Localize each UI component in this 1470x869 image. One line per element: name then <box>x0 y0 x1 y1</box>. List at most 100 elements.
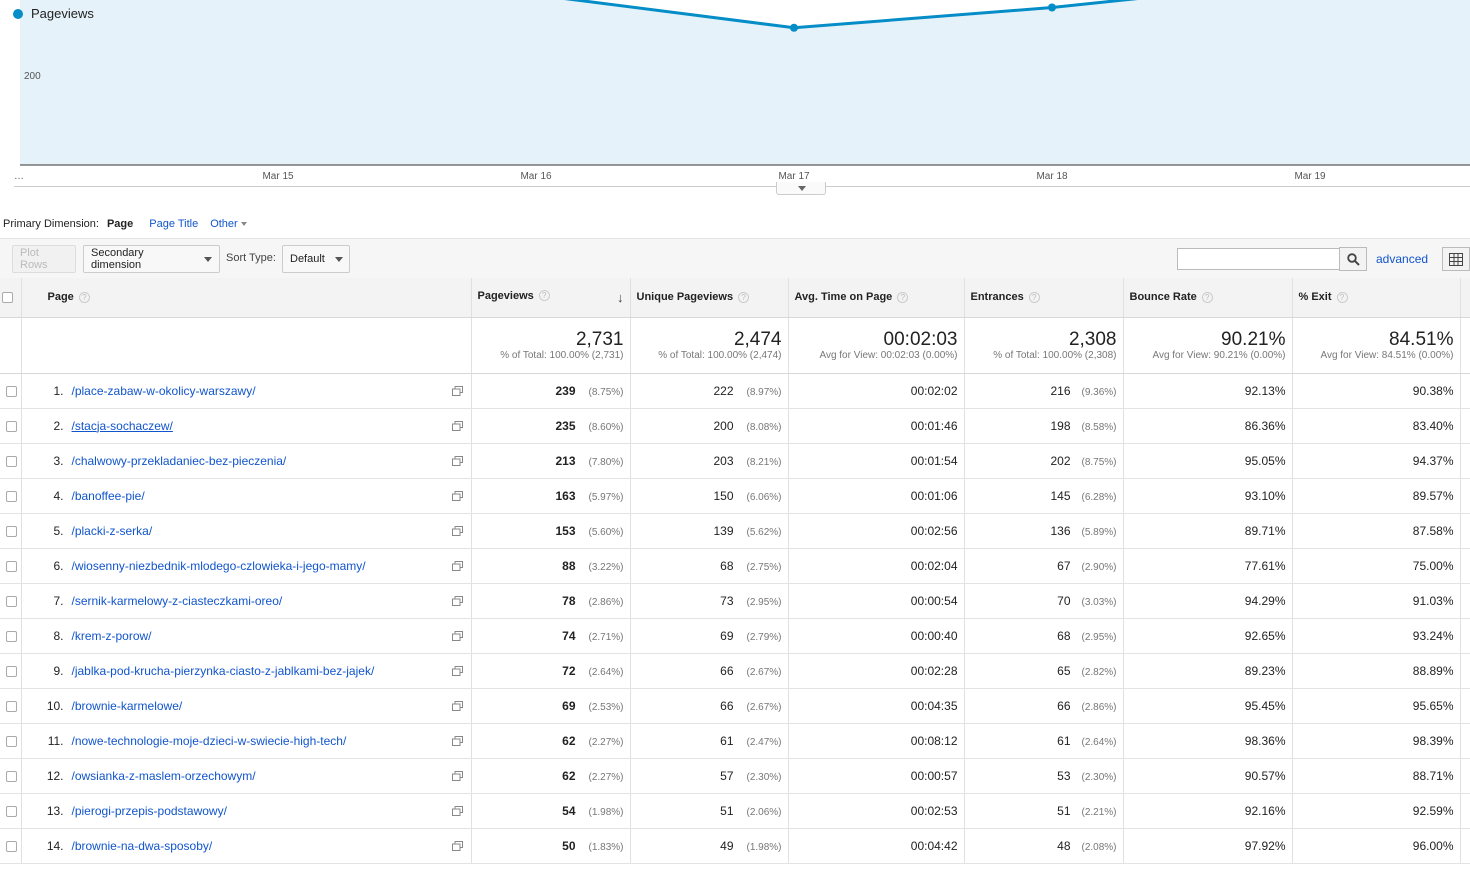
table-row: 2. /stacja-sochaczew/235 (8.60%) 200 (8.08%)… <box>0 408 1470 444</box>
col-unique-pageviews[interactable]: Unique Pageviews? <box>630 278 789 318</box>
row-select-cell <box>0 548 22 584</box>
row-checkbox[interactable] <box>6 420 17 432</box>
row-checkbox[interactable] <box>6 630 17 642</box>
select-all-checkbox[interactable] <box>2 291 13 303</box>
pageviews-cell: 62 (2.27%) <box>471 758 631 794</box>
open-external-icon[interactable] <box>451 840 463 851</box>
page-link[interactable]: /place-zabaw-w-okolicy-warszawy/ <box>71 383 256 398</box>
chart-legend[interactable]: Pageviews <box>13 6 94 21</box>
avg-time-value: 00:01:06 <box>910 488 958 503</box>
page-link[interactable]: /jablka-pod-krucha-pierzynka-ciasto-z-ja… <box>71 663 375 678</box>
sort-down-arrow-icon: ↓ <box>617 289 624 305</box>
row-checkbox[interactable] <box>6 560 17 572</box>
row-checkbox[interactable] <box>6 595 17 607</box>
advanced-filter-link[interactable]: advanced <box>1376 252 1429 266</box>
open-external-icon[interactable] <box>451 420 463 431</box>
col-bounce-rate[interactable]: Bounce Rate? <box>1123 278 1293 318</box>
sort-type-dropdown[interactable]: Default <box>282 245 350 273</box>
table-view-button[interactable] <box>1442 247 1470 271</box>
row-checkbox[interactable] <box>6 735 17 747</box>
primary-dimension-page-title[interactable]: Page Title <box>149 218 199 230</box>
col-avg-time[interactable]: Avg. Time on Page? <box>788 278 965 318</box>
bounce-rate-cell: 77.61% <box>1123 548 1293 584</box>
search-button[interactable] <box>1339 247 1367 271</box>
primary-dimension-page[interactable]: Page <box>106 218 134 230</box>
col-entrances[interactable]: Entrances? <box>964 278 1124 318</box>
row-index: 12. <box>46 768 64 783</box>
row-checkbox[interactable] <box>6 385 17 397</box>
row-checkbox[interactable] <box>6 840 17 852</box>
open-external-icon[interactable] <box>451 630 463 641</box>
chevron-down-icon <box>204 256 212 262</box>
page-link[interactable]: /sernik-karmelowy-z-ciasteczkami-oreo/ <box>71 593 283 608</box>
row-checkbox[interactable] <box>6 700 17 712</box>
row-checkbox[interactable] <box>6 455 17 467</box>
row-checkbox[interactable] <box>6 665 17 677</box>
open-external-icon[interactable] <box>451 490 463 501</box>
page-link[interactable]: /krem-z-porow/ <box>71 628 152 643</box>
entrances-cell: 66 (2.86%) <box>964 688 1124 724</box>
open-external-icon[interactable] <box>451 455 463 466</box>
avg-time-value: 00:02:02 <box>910 383 958 398</box>
page-link[interactable]: /pierogi-przepis-podstawowy/ <box>71 803 227 818</box>
open-external-icon[interactable] <box>451 735 463 746</box>
plot-rows-button[interactable]: Plot Rows <box>12 245 76 273</box>
legend-dot-icon <box>13 8 23 19</box>
bounce-value: 98.36% <box>1244 733 1286 748</box>
help-icon[interactable]: ? <box>78 291 90 303</box>
entrances-cell: 65 (2.82%) <box>964 653 1124 689</box>
primary-dimension-other[interactable]: Other <box>210 218 247 230</box>
help-icon[interactable]: ? <box>1201 291 1213 303</box>
overflow-cell <box>1460 478 1470 514</box>
page-link[interactable]: /brownie-na-dwa-sposoby/ <box>71 838 213 853</box>
open-external-icon[interactable] <box>451 665 463 676</box>
help-icon[interactable]: ? <box>897 291 909 303</box>
row-index: 4. <box>53 488 64 503</box>
open-external-icon[interactable] <box>451 525 463 536</box>
page-link[interactable]: /owsianka-z-maslem-orzechowym/ <box>71 768 256 783</box>
page-link[interactable]: /stacja-sochaczew/ <box>71 418 173 433</box>
row-index: 7. <box>53 593 64 608</box>
primary-dimension-label: Primary Dimension: <box>3 218 99 230</box>
col-pageviews[interactable]: Pageviews? ↓ <box>471 278 631 318</box>
secondary-dimension-dropdown[interactable]: Secondary dimension <box>83 245 220 273</box>
page-cell: 1. /place-zabaw-w-okolicy-warszawy/ <box>21 373 472 409</box>
open-external-icon[interactable] <box>451 700 463 711</box>
help-icon[interactable]: ? <box>1028 291 1040 303</box>
open-external-icon[interactable] <box>451 595 463 606</box>
data-point <box>1048 3 1056 12</box>
open-external-icon[interactable] <box>451 805 463 816</box>
page-link[interactable]: /placki-z-serka/ <box>71 523 153 538</box>
col-exit[interactable]: % Exit? <box>1292 278 1461 318</box>
chart-collapse-toggle[interactable] <box>776 182 826 195</box>
help-icon[interactable]: ? <box>1336 291 1348 303</box>
x-tick-label: Mar 15 <box>262 171 294 182</box>
overflow-cell <box>1460 373 1470 409</box>
row-checkbox[interactable] <box>6 490 17 502</box>
row-checkbox[interactable] <box>6 770 17 782</box>
page-link[interactable]: /nowe-technologie-moje-dzieci-w-swiecie-… <box>71 733 347 748</box>
help-icon[interactable]: ? <box>738 291 750 303</box>
open-external-icon[interactable] <box>451 385 463 396</box>
table-row: 5. /placki-z-serka/153 (5.60%) 139 (5.62%) 00… <box>0 513 1470 549</box>
unique-percent: (2.95%) <box>746 596 782 608</box>
col-page[interactable]: Page? <box>21 278 472 318</box>
page-link[interactable]: /wiosenny-niezbednik-mlodego-czlowieka-i… <box>71 558 366 573</box>
row-checkbox[interactable] <box>6 525 17 537</box>
page-link[interactable]: /banoffee-pie/ <box>71 488 145 503</box>
page-link[interactable]: /chalwowy-przekladaniec-bez-pieczenia/ <box>71 453 287 468</box>
bounce-rate-cell: 92.13% <box>1123 373 1293 409</box>
unique-percent: (2.47%) <box>746 736 782 748</box>
pageviews-percent: (2.53%) <box>588 701 624 713</box>
unique-pageviews-cell: 73 (2.95%) <box>630 583 789 619</box>
row-select-cell <box>0 583 22 619</box>
open-external-icon[interactable] <box>451 770 463 781</box>
open-external-icon[interactable] <box>451 560 463 571</box>
table-search-input[interactable] <box>1177 248 1340 270</box>
total-avg-time-sub: Avg for View: 00:02:03 (0.00%) <box>819 349 958 361</box>
row-checkbox[interactable] <box>6 805 17 817</box>
pageviews-percent: (2.86%) <box>588 596 624 608</box>
page-link[interactable]: /brownie-karmelowe/ <box>71 698 183 713</box>
help-icon[interactable]: ? <box>538 290 550 302</box>
avg-time-cell: 00:04:42 <box>788 828 965 864</box>
